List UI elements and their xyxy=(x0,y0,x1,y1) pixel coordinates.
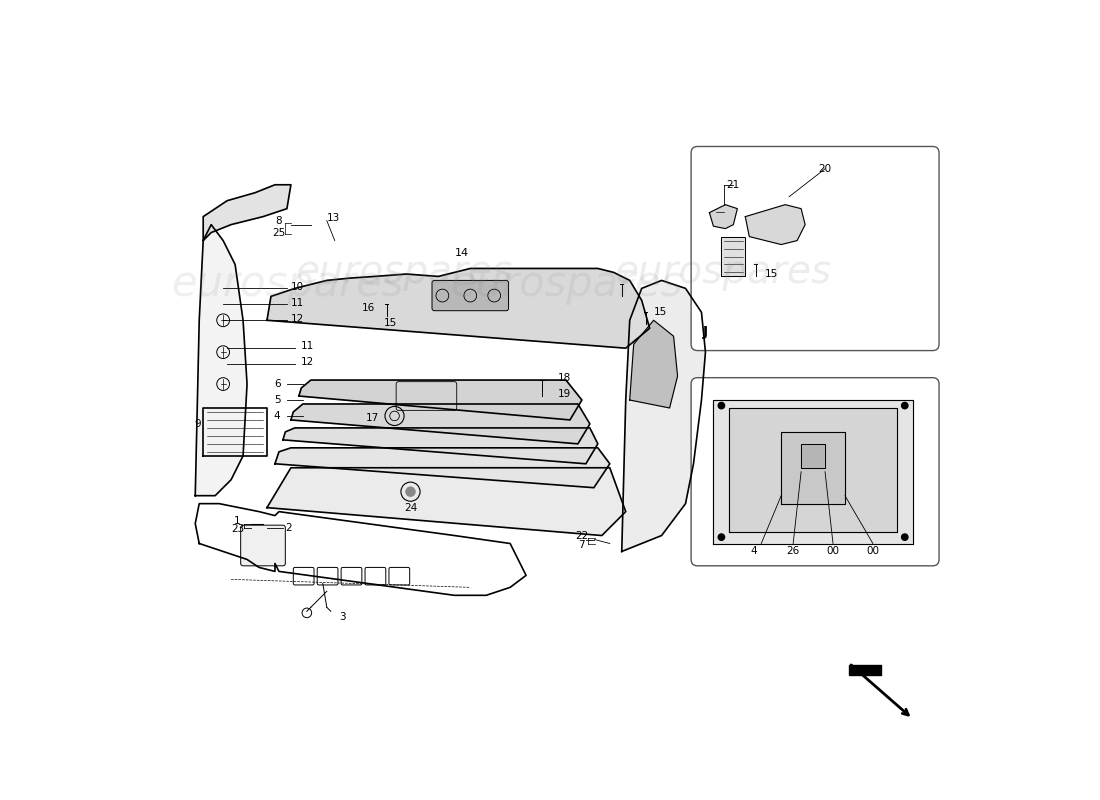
Text: 15: 15 xyxy=(384,318,397,329)
Polygon shape xyxy=(275,448,609,488)
Text: 4: 4 xyxy=(274,411,280,421)
Text: 3: 3 xyxy=(340,612,346,622)
Polygon shape xyxy=(722,237,746,277)
Polygon shape xyxy=(729,408,896,531)
Text: 12: 12 xyxy=(301,357,315,366)
Polygon shape xyxy=(283,428,597,464)
Text: 24: 24 xyxy=(404,502,417,513)
Polygon shape xyxy=(710,205,737,229)
Text: 12: 12 xyxy=(290,314,305,324)
Polygon shape xyxy=(714,400,913,543)
Text: eurospares: eurospares xyxy=(295,254,512,291)
Text: 1: 1 xyxy=(234,516,241,526)
Polygon shape xyxy=(299,380,582,420)
Text: 11: 11 xyxy=(301,341,315,350)
Text: eurospares: eurospares xyxy=(450,263,682,306)
Text: 18: 18 xyxy=(558,373,571,382)
Text: 9: 9 xyxy=(195,419,201,429)
Text: 26: 26 xyxy=(786,546,800,557)
Polygon shape xyxy=(781,432,845,504)
Text: 10: 10 xyxy=(290,282,304,292)
Text: eurospares: eurospares xyxy=(614,254,830,291)
Text: 2: 2 xyxy=(285,522,292,533)
FancyBboxPatch shape xyxy=(432,281,508,310)
Text: 7: 7 xyxy=(579,540,585,550)
Polygon shape xyxy=(267,468,626,535)
Circle shape xyxy=(406,487,416,497)
Polygon shape xyxy=(195,225,248,496)
Text: 4: 4 xyxy=(750,546,757,557)
Text: 00: 00 xyxy=(867,546,879,557)
Text: 20: 20 xyxy=(818,164,832,174)
Polygon shape xyxy=(801,444,825,468)
FancyBboxPatch shape xyxy=(691,378,939,566)
Text: 5: 5 xyxy=(274,395,280,405)
Polygon shape xyxy=(290,404,590,444)
Text: J: J xyxy=(703,326,708,339)
Text: 6: 6 xyxy=(274,379,280,389)
Text: 19: 19 xyxy=(558,389,571,398)
Circle shape xyxy=(718,402,725,409)
Text: 15: 15 xyxy=(766,269,779,279)
Text: 11: 11 xyxy=(290,298,305,308)
Polygon shape xyxy=(204,185,290,241)
Text: 17: 17 xyxy=(365,413,378,422)
Text: 23: 23 xyxy=(231,524,244,534)
Circle shape xyxy=(902,402,908,409)
Text: 13: 13 xyxy=(327,214,340,223)
Text: 21: 21 xyxy=(727,180,740,190)
Text: 00: 00 xyxy=(826,546,839,557)
Text: 14: 14 xyxy=(455,247,470,258)
Text: 8: 8 xyxy=(276,216,283,226)
Polygon shape xyxy=(746,205,805,245)
Text: eurospares: eurospares xyxy=(170,263,404,306)
Polygon shape xyxy=(267,269,650,348)
Circle shape xyxy=(718,534,725,540)
Text: 16: 16 xyxy=(362,303,375,314)
Text: 15: 15 xyxy=(653,307,667,318)
Circle shape xyxy=(902,534,908,540)
Text: 25: 25 xyxy=(273,227,286,238)
Polygon shape xyxy=(621,281,705,551)
Bar xyxy=(849,666,881,675)
FancyBboxPatch shape xyxy=(691,146,939,350)
Polygon shape xyxy=(629,320,678,408)
Text: 22: 22 xyxy=(575,530,589,541)
FancyBboxPatch shape xyxy=(241,525,285,566)
